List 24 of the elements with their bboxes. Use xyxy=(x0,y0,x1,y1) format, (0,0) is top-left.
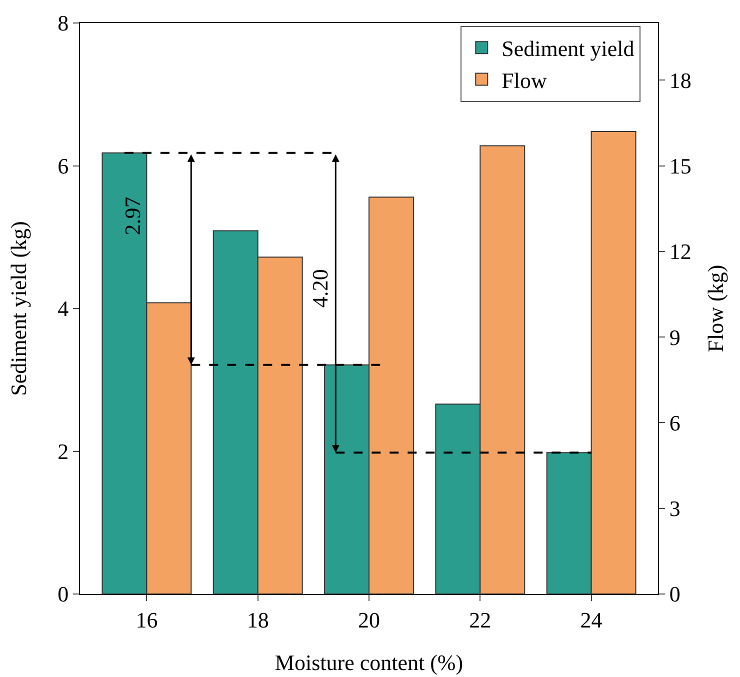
y2-tick-label: 18 xyxy=(669,68,692,93)
legend-label: Flow xyxy=(502,68,548,93)
legend-label: Sediment yield xyxy=(502,36,634,62)
y2-axis-title: Flow (kg) xyxy=(703,264,728,352)
x-tick-label: 22 xyxy=(469,607,492,632)
y-tick-label: 2 xyxy=(58,438,69,464)
y-axis-title: Sediment yield (kg) xyxy=(6,221,31,396)
y-tick-label: 0 xyxy=(58,582,69,607)
y2-tick-label: 0 xyxy=(669,582,680,607)
x-tick-label: 16 xyxy=(136,607,158,632)
y2-tick-label: 3 xyxy=(669,496,680,522)
x-tick-label: 18 xyxy=(246,607,269,632)
x-axis-title: Moisture content (%) xyxy=(274,650,464,675)
y2-tick-label: 12 xyxy=(669,239,692,264)
x-tick-label: 20 xyxy=(358,607,380,632)
annotation: 2.97 xyxy=(120,196,146,236)
y2-tick-label: 9 xyxy=(669,324,680,350)
x-tick-label: 24 xyxy=(580,607,602,632)
y2-tick-label: 6 xyxy=(669,410,680,436)
y-tick-label: 6 xyxy=(58,153,69,178)
y-tick-label: 4 xyxy=(58,296,69,322)
y-tick-label: 8 xyxy=(58,10,69,36)
annotation: 4.20 xyxy=(308,269,333,308)
y2-tick-label: 15 xyxy=(669,153,692,178)
